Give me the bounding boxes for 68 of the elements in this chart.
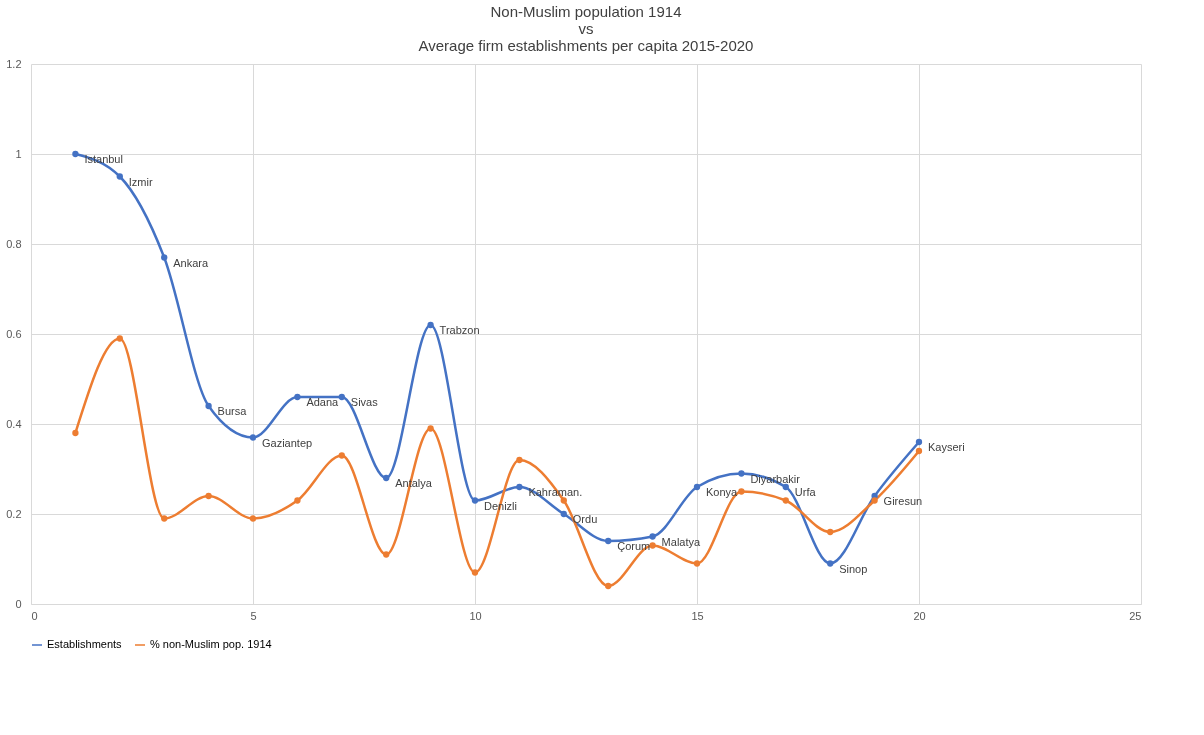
point: [161, 254, 168, 261]
point: [915, 447, 923, 455]
y-tick-label: 1: [15, 147, 22, 160]
point: [249, 434, 257, 441]
y-tick-label: 0: [15, 597, 22, 610]
point: [294, 497, 301, 504]
point: [738, 470, 745, 477]
point: [116, 335, 123, 342]
annotation: Çorum: [617, 540, 651, 552]
x-tick-label: 0: [31, 609, 38, 622]
x-tick-label: 15: [691, 609, 704, 622]
point: [205, 402, 212, 410]
y-tick-label: 0.6: [6, 327, 22, 340]
point: [693, 560, 701, 567]
point: [383, 551, 390, 558]
point: [649, 533, 656, 540]
point: [560, 497, 567, 504]
point: [738, 488, 745, 495]
annotation: Adana: [306, 396, 340, 408]
annotation: Kayseri: [928, 441, 965, 453]
point: [915, 438, 923, 446]
point: [560, 510, 567, 518]
annotation: Ordu: [572, 513, 598, 525]
point: [72, 150, 79, 158]
chart-title: Non-Muslim population 1914 vs Average firm establishments per capita 2015-2020: [418, 3, 754, 54]
point: [205, 492, 212, 500]
y-tick-label: 1.2: [6, 57, 22, 70]
annotation: Trabzon: [439, 324, 480, 336]
annotation: Bursa: [217, 405, 248, 417]
point: [338, 452, 345, 459]
x-tick-label: 20: [913, 609, 926, 622]
annotation: Izmir: [128, 175, 153, 188]
point: [161, 515, 168, 522]
x-tick-label: 5: [250, 609, 257, 622]
point: [116, 173, 123, 180]
point: [605, 537, 612, 545]
y-tick-label: 0.2: [6, 507, 22, 520]
x-tick-label: 10: [469, 609, 482, 622]
annotation: Gaziantep: [262, 436, 313, 449]
annotation: Malatya: [661, 535, 701, 548]
point: [605, 582, 612, 590]
y-tick-label: 0.8: [6, 237, 22, 250]
annotation: Konya: [706, 486, 739, 498]
annotation: Ankara: [173, 256, 209, 269]
x-tick-label: 25: [1129, 609, 1142, 622]
point: [294, 393, 301, 401]
point: [827, 560, 834, 567]
y-tick-label: 0.4: [6, 417, 22, 430]
point: [693, 483, 701, 491]
annotation: Giresun: [883, 495, 923, 507]
point: [471, 569, 479, 576]
point: [383, 474, 390, 482]
point: [427, 321, 434, 329]
annotation: Sivas: [350, 396, 379, 408]
point: [427, 425, 434, 432]
point: [72, 429, 79, 437]
legend-label: Establishments: [47, 638, 123, 650]
annotation: Sinop: [839, 562, 868, 575]
point: [471, 497, 479, 504]
point: [871, 497, 878, 504]
point: [782, 497, 789, 504]
point: [827, 528, 834, 536]
point: [516, 456, 523, 464]
point: [249, 515, 257, 522]
point: [338, 393, 345, 401]
legend-label: % non-Muslim pop. 1914: [150, 638, 272, 650]
annotation: Urfa: [794, 486, 817, 498]
point: [516, 483, 523, 491]
